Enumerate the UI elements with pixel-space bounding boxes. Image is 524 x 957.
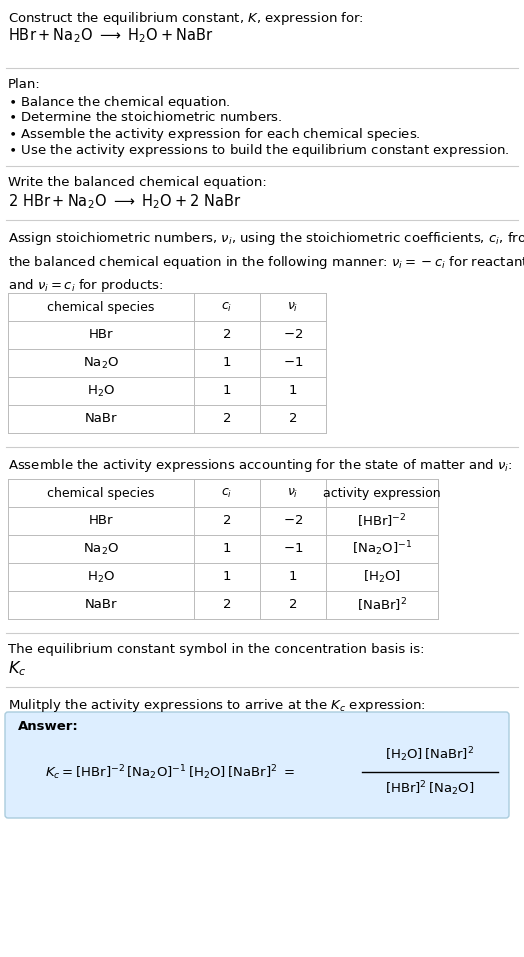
Text: $1$: $1$ bbox=[222, 357, 232, 369]
Text: $\bullet$ Determine the stoichiometric numbers.: $\bullet$ Determine the stoichiometric n… bbox=[8, 110, 282, 124]
Text: $2$: $2$ bbox=[222, 515, 232, 527]
Text: Assign stoichiometric numbers, $\nu_i$, using the stoichiometric coefficients, $: Assign stoichiometric numbers, $\nu_i$, … bbox=[8, 230, 524, 294]
Text: Assemble the activity expressions accounting for the state of matter and $\nu_i$: Assemble the activity expressions accoun… bbox=[8, 457, 512, 474]
Text: $[\mathrm{HBr}]^{-2}$: $[\mathrm{HBr}]^{-2}$ bbox=[357, 512, 407, 530]
Text: $1$: $1$ bbox=[222, 570, 232, 584]
Text: chemical species: chemical species bbox=[47, 300, 155, 314]
Text: $2$: $2$ bbox=[222, 328, 232, 342]
Text: $1$: $1$ bbox=[222, 543, 232, 555]
Text: $\nu_i$: $\nu_i$ bbox=[287, 486, 299, 500]
Text: $2$: $2$ bbox=[222, 412, 232, 426]
Text: $[\mathrm{HBr}]^{2}\,[\mathrm{Na_2O}]$: $[\mathrm{HBr}]^{2}\,[\mathrm{Na_2O}]$ bbox=[385, 780, 475, 798]
Text: chemical species: chemical species bbox=[47, 486, 155, 500]
Text: Na$_2$O: Na$_2$O bbox=[83, 355, 119, 370]
Text: $-2$: $-2$ bbox=[283, 515, 303, 527]
Text: $\nu_i$: $\nu_i$ bbox=[287, 300, 299, 314]
Text: Plan:: Plan: bbox=[8, 78, 41, 91]
Text: H$_2$O: H$_2$O bbox=[87, 384, 115, 398]
Text: $-1$: $-1$ bbox=[283, 543, 303, 555]
Text: HBr: HBr bbox=[89, 328, 113, 342]
Text: Mulitply the activity expressions to arrive at the $K_c$ expression:: Mulitply the activity expressions to arr… bbox=[8, 697, 426, 714]
Text: $1$: $1$ bbox=[288, 385, 298, 397]
Text: HBr: HBr bbox=[89, 515, 113, 527]
Text: Write the balanced chemical equation:: Write the balanced chemical equation: bbox=[8, 176, 267, 189]
FancyBboxPatch shape bbox=[5, 712, 509, 818]
Text: $\bullet$ Use the activity expressions to build the equilibrium constant express: $\bullet$ Use the activity expressions t… bbox=[8, 142, 509, 159]
Text: $2$: $2$ bbox=[288, 598, 298, 612]
Text: $1$: $1$ bbox=[222, 385, 232, 397]
Text: $c_i$: $c_i$ bbox=[221, 300, 233, 314]
Text: H$_2$O: H$_2$O bbox=[87, 569, 115, 585]
Text: $-2$: $-2$ bbox=[283, 328, 303, 342]
Text: $-1$: $-1$ bbox=[283, 357, 303, 369]
Text: $[\mathrm{NaBr}]^{2}$: $[\mathrm{NaBr}]^{2}$ bbox=[357, 596, 407, 613]
Text: $c_i$: $c_i$ bbox=[221, 486, 233, 500]
Text: Na$_2$O: Na$_2$O bbox=[83, 542, 119, 557]
Text: $\bullet$ Assemble the activity expression for each chemical species.: $\bullet$ Assemble the activity expressi… bbox=[8, 126, 421, 143]
Text: NaBr: NaBr bbox=[85, 412, 117, 426]
Text: The equilibrium constant symbol in the concentration basis is:: The equilibrium constant symbol in the c… bbox=[8, 643, 424, 656]
Text: $[\mathrm{H_2O}]$: $[\mathrm{H_2O}]$ bbox=[363, 569, 401, 585]
Text: NaBr: NaBr bbox=[85, 598, 117, 612]
Text: $2$: $2$ bbox=[288, 412, 298, 426]
Text: Answer:: Answer: bbox=[18, 721, 79, 733]
Text: activity expression: activity expression bbox=[323, 486, 441, 500]
Text: $\mathrm{HBr + Na_2O \ \longrightarrow \ H_2O + NaBr}$: $\mathrm{HBr + Na_2O \ \longrightarrow \… bbox=[8, 26, 213, 45]
Text: $\mathrm{2\ HBr + Na_2O \ \longrightarrow \ H_2O + 2\ NaBr}$: $\mathrm{2\ HBr + Na_2O \ \longrightarro… bbox=[8, 192, 242, 211]
Text: $K_c$: $K_c$ bbox=[8, 659, 26, 678]
Text: Construct the equilibrium constant, $K$, expression for:: Construct the equilibrium constant, $K$,… bbox=[8, 10, 364, 27]
Text: $[\mathrm{Na_2O}]^{-1}$: $[\mathrm{Na_2O}]^{-1}$ bbox=[352, 540, 412, 558]
Text: $2$: $2$ bbox=[222, 598, 232, 612]
Text: $K_c = [\mathrm{HBr}]^{-2}\,[\mathrm{Na_2O}]^{-1}\,[\mathrm{H_2O}]\,[\mathrm{NaB: $K_c = [\mathrm{HBr}]^{-2}\,[\mathrm{Na_… bbox=[45, 764, 295, 783]
Text: $\bullet$ Balance the chemical equation.: $\bullet$ Balance the chemical equation. bbox=[8, 94, 231, 111]
Text: $1$: $1$ bbox=[288, 570, 298, 584]
Text: $[\mathrm{H_2O}]\,[\mathrm{NaBr}]^{2}$: $[\mathrm{H_2O}]\,[\mathrm{NaBr}]^{2}$ bbox=[386, 746, 475, 765]
